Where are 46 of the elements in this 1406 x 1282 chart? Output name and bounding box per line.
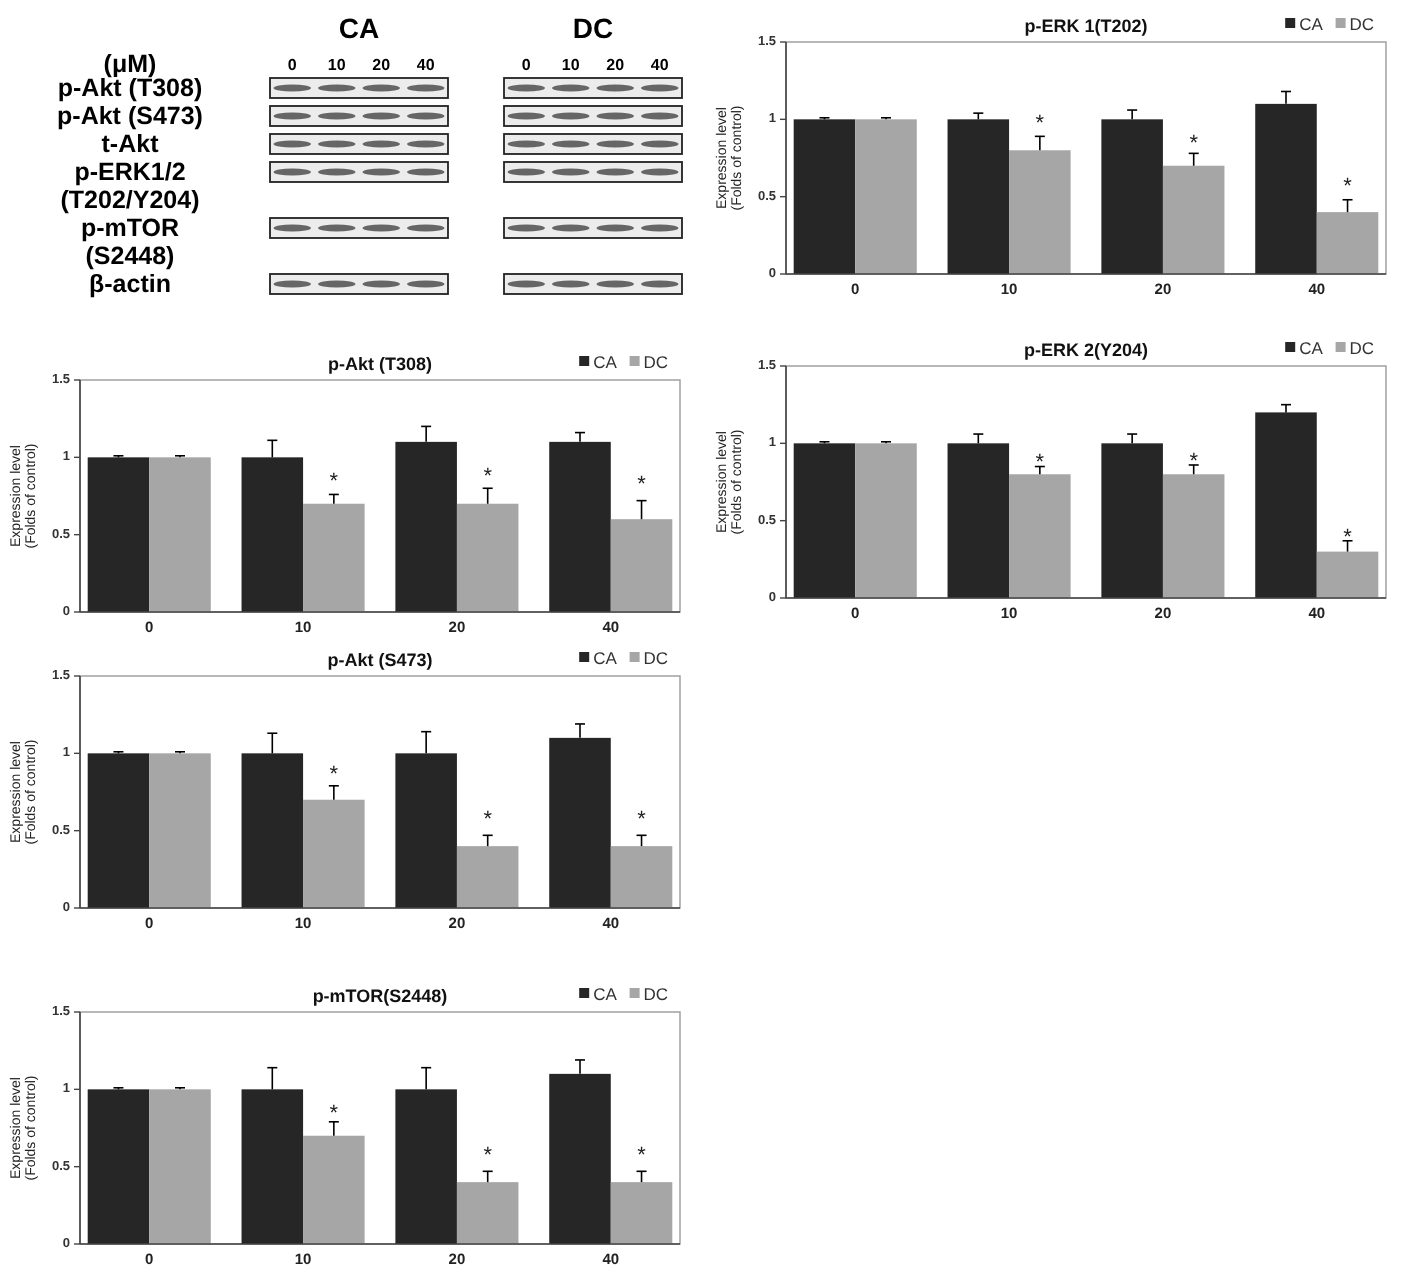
chart-title: p-Akt (S473)	[327, 650, 433, 670]
legend-label: DC	[1349, 14, 1375, 34]
chart-title: p-ERK 2(Y204)	[1023, 340, 1149, 360]
annotation: *	[329, 1102, 340, 1127]
legend-label: CA	[593, 352, 618, 372]
category-label: β-actin	[89, 270, 171, 298]
category-label: p-mTOR (S2448)	[80, 214, 180, 270]
category-label: 0	[521, 56, 532, 74]
chart-title: p-ERK 1(T202)	[1024, 16, 1148, 36]
legend-label: DC	[643, 984, 669, 1004]
legend-label: DC	[1349, 338, 1375, 358]
annotation: *	[637, 1143, 648, 1168]
text: (μM)	[103, 50, 157, 78]
text: DC	[572, 12, 614, 44]
annotation: *	[637, 807, 648, 832]
annotation: *	[483, 1143, 494, 1168]
legend-label: CA	[593, 984, 618, 1004]
legend-label: DC	[643, 352, 669, 372]
annotation: *	[1343, 175, 1354, 200]
annotation: *	[329, 470, 340, 495]
chart-title: p-Akt (T308)	[327, 354, 433, 374]
annotation: *	[483, 807, 494, 832]
legend-label: CA	[593, 648, 618, 668]
category-label: 10	[327, 56, 347, 74]
annotation: *	[1035, 451, 1046, 476]
category-label: 0	[287, 56, 298, 74]
annotation: *	[1189, 132, 1200, 157]
category-label: 40	[650, 56, 670, 74]
category-label: t-Akt	[101, 130, 159, 158]
annotation: *	[329, 762, 340, 787]
annotation: *	[637, 473, 648, 498]
category-label: 10	[561, 56, 581, 74]
legend-label: DC	[643, 648, 669, 668]
chart-title: p-mTOR(S2448)	[312, 986, 448, 1006]
annotation: *	[1343, 525, 1354, 550]
legend-label: CA	[1299, 338, 1324, 358]
annotation: *	[483, 465, 494, 490]
category-label: 20	[606, 56, 626, 74]
category-label: p-ERK1/2 (T202/Y204)	[60, 158, 200, 214]
category-label: 40	[416, 56, 436, 74]
legend-label: CA	[1299, 14, 1324, 34]
category-label: p-Akt (S473)	[57, 102, 203, 130]
annotation: *	[1189, 449, 1200, 474]
text: CA	[338, 12, 380, 44]
annotation: *	[1035, 111, 1046, 136]
category-label: 20	[372, 56, 392, 74]
